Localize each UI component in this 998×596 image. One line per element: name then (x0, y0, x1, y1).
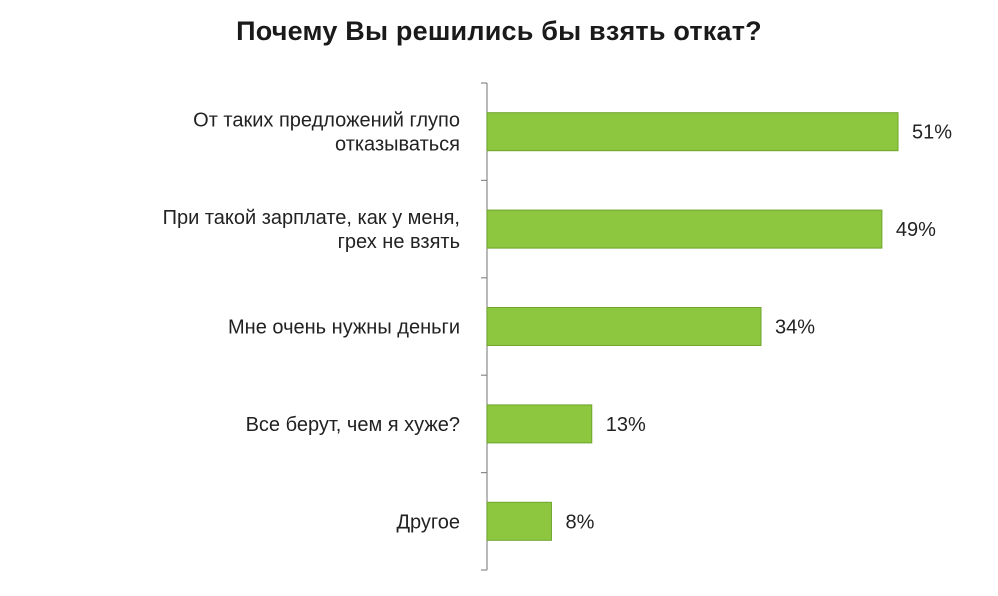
bar (486, 404, 593, 444)
bar-layer (486, 112, 899, 541)
label-layer: 51% От таких предложений глупо отказыватьс… (163, 110, 953, 534)
axis-layer (481, 82, 488, 571)
category-label: От таких предложений глупо отказываться (193, 110, 460, 156)
value-label: 51% (912, 122, 952, 144)
value-label: 34% (775, 317, 815, 339)
bar (486, 307, 762, 346)
bar (486, 209, 883, 249)
category-label: Все берут, чем я хуже? (246, 414, 460, 436)
bar (486, 112, 899, 152)
category-label: Другое (396, 511, 460, 533)
bar (486, 501, 552, 541)
category-label: При такой зарплате, как у меня, грех не в… (163, 207, 460, 253)
value-label: 49% (896, 219, 936, 241)
value-label: 13% (606, 414, 646, 436)
category-label: Мне очень нужны деньги (228, 317, 460, 339)
chart-title: Почему Вы решились бы взять откат? (236, 16, 762, 46)
value-label: 8% (565, 511, 594, 533)
